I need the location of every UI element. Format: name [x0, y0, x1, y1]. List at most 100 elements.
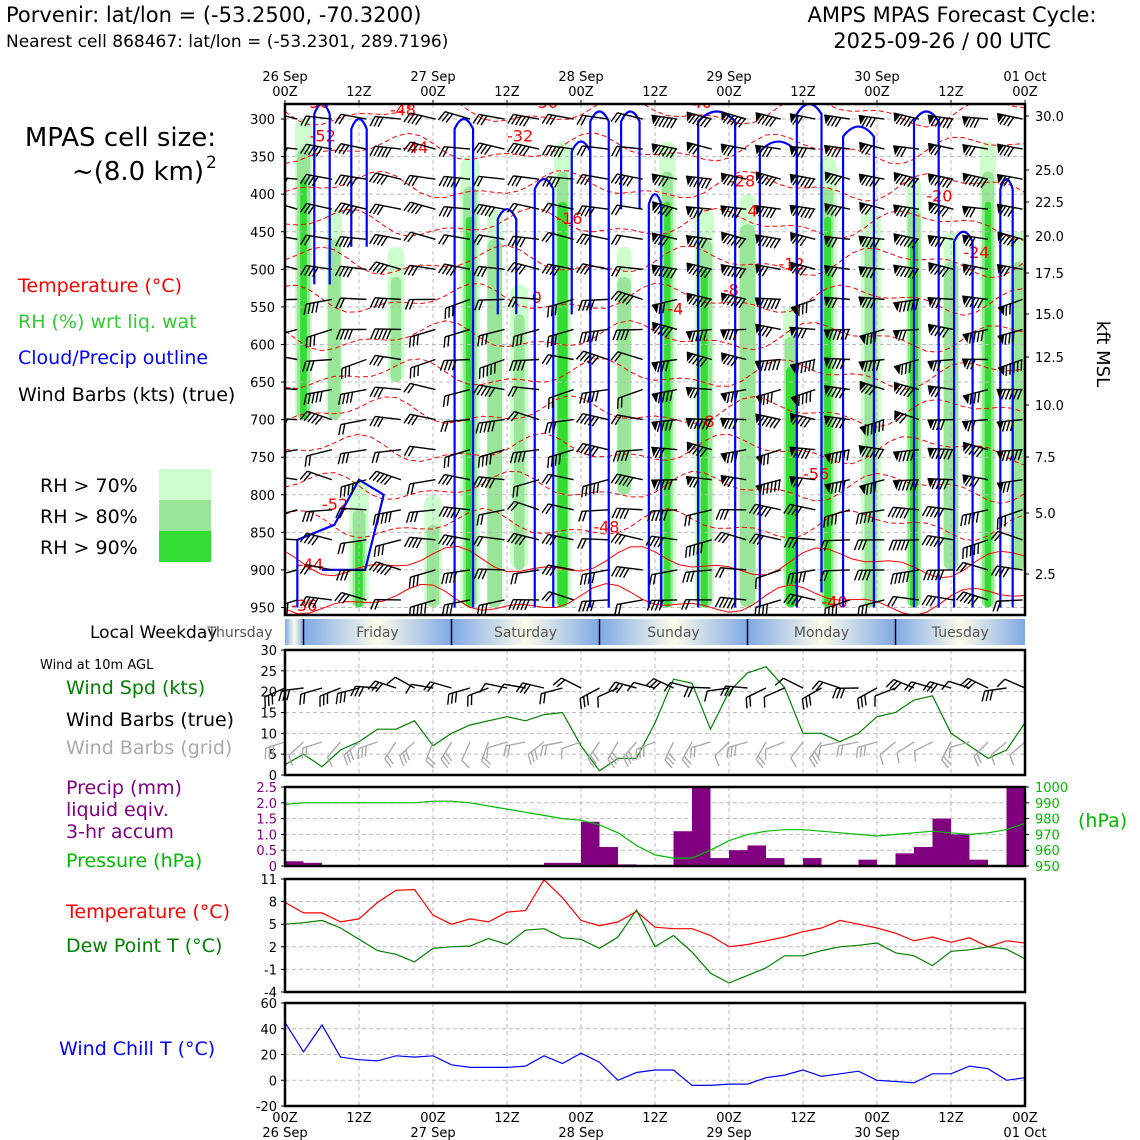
- section-wind-barb: [651, 418, 678, 433]
- section-wind-barb: [472, 476, 505, 489]
- cloud-outline: [841, 125, 876, 608]
- pressure-tick-label: 850: [250, 526, 275, 541]
- legend-temperature: Temperature (°C): [17, 275, 182, 297]
- section-wind-barb: [472, 234, 505, 246]
- section-wind-barb: [859, 479, 885, 495]
- section-wind-barb: [890, 569, 920, 585]
- section-wind-barb: [682, 569, 712, 583]
- section-wind-barb: [824, 144, 850, 158]
- section-wind-barb: [611, 145, 643, 157]
- rh-region: [739, 224, 756, 608]
- section-wind-barb: [685, 417, 712, 430]
- section-wind-barb: [409, 358, 436, 379]
- section-wind-barb: [927, 142, 954, 156]
- section-wind-barb: [720, 448, 747, 464]
- section-wind-barb: [473, 175, 505, 187]
- windchill-label: Wind Chill T (°C): [59, 1038, 215, 1060]
- precip-label-1: Precip (mm): [66, 777, 182, 799]
- section-wind-barb: [996, 479, 1023, 493]
- bottom-date-label: 26 Sep: [262, 1126, 307, 1140]
- pressure-tick-label: 500: [250, 263, 275, 278]
- temperature-contour: [285, 583, 1025, 615]
- precip-bar: [692, 787, 711, 866]
- wind-barb-true: [264, 687, 286, 708]
- wind-barb-true: [720, 685, 748, 697]
- section-wind-barb: [335, 328, 367, 340]
- panel-frame: [283, 785, 1027, 868]
- temperature-contour-label: -24: [963, 243, 989, 262]
- section-wind-barb: [474, 298, 505, 311]
- section-wind-barb: [720, 474, 747, 488]
- section-wind-barb: [857, 599, 885, 615]
- temperature-contour-label: 4: [748, 202, 758, 221]
- cloud-outline: [697, 110, 737, 608]
- top-hour-label: 00Z: [420, 85, 446, 100]
- top-hour-label: 12Z: [642, 85, 668, 100]
- section-wind-barb: [610, 234, 643, 246]
- section-wind-barb: [789, 358, 816, 375]
- section-wind-barb: [892, 328, 919, 341]
- section-wind-barb: [441, 599, 471, 615]
- section-wind-barb: [438, 534, 471, 547]
- kft-tick-label: 30.0: [1035, 110, 1064, 125]
- section-wind-barb: [685, 328, 712, 342]
- section-wind-barb: [403, 112, 436, 126]
- panel-tick-label: 0.5: [256, 844, 277, 859]
- panel-tick-label: 25: [260, 665, 277, 680]
- section-wind-barb: [285, 262, 298, 271]
- top-date-label: 29 Sep: [706, 70, 751, 85]
- section-wind-barb: [720, 263, 747, 279]
- pressure-tick-label: 300: [250, 113, 275, 128]
- wind-barb-grid: [973, 741, 989, 767]
- section-wind-barb: [334, 113, 367, 125]
- temperature-contour-label: -32: [507, 127, 533, 146]
- wind-barb-grid: [384, 741, 397, 768]
- wind-panel: 051015202530: [260, 644, 1027, 784]
- section-wind-barb: [789, 204, 816, 219]
- section-wind-barb: [651, 173, 678, 187]
- section-wind-barb: [301, 509, 332, 523]
- wind-barb-grid: [714, 741, 730, 767]
- section-wind-barb: [962, 474, 989, 488]
- top-hour-label: 12Z: [494, 85, 520, 100]
- section-wind-barb: [720, 328, 747, 341]
- cell-line: Nearest cell 868467: lat/lon = (-53.2301…: [6, 32, 448, 52]
- section-wind-barb: [996, 173, 1023, 187]
- wind-barb-grid: [343, 741, 360, 766]
- section-wind-barb: [368, 172, 402, 186]
- section-wind-barb: [576, 145, 609, 157]
- section-wind-barb: [334, 591, 367, 604]
- wind-barb-true: [319, 687, 341, 707]
- section-wind-barb: [855, 509, 885, 525]
- cloud-outline: [589, 110, 610, 608]
- cloud-outline: [313, 104, 331, 285]
- windchill-panel: 60 40 20 0 -20: [256, 997, 1027, 1115]
- precip-bar: [673, 831, 692, 866]
- panel-tick-label: 1.5: [256, 813, 277, 828]
- bottom-date-label: 01 Oct: [1003, 1126, 1046, 1140]
- section-wind-barb: [611, 265, 643, 277]
- wind-barb-true: [552, 677, 582, 689]
- section-wind-barb: [506, 532, 540, 546]
- panel-tick-label: 30: [260, 644, 277, 659]
- section-wind-barb: [285, 176, 298, 189]
- legend-wind-barbs: Wind Barbs (kts) (true): [18, 384, 235, 406]
- section-wind-barb: [541, 231, 574, 243]
- section-wind-barb: [962, 205, 989, 218]
- section-wind-barb: [578, 599, 609, 612]
- wind-barb-true: [423, 681, 452, 692]
- top-hour-label: 00Z: [864, 85, 890, 100]
- section-wind-barb: [685, 206, 712, 219]
- wind-barb-true: [478, 682, 508, 693]
- section-wind-barb: [475, 418, 505, 434]
- section-wind-barb: [962, 143, 989, 157]
- wind-barb-true: [467, 687, 489, 707]
- temperature-contour: [285, 320, 1025, 353]
- section-wind-barb: [783, 503, 816, 517]
- section-wind-barb: [859, 380, 885, 396]
- weekday-band: [285, 619, 304, 645]
- section-wind-barb: [303, 388, 332, 405]
- section-wind-barb: [443, 328, 471, 348]
- section-wind-barb: [610, 414, 643, 426]
